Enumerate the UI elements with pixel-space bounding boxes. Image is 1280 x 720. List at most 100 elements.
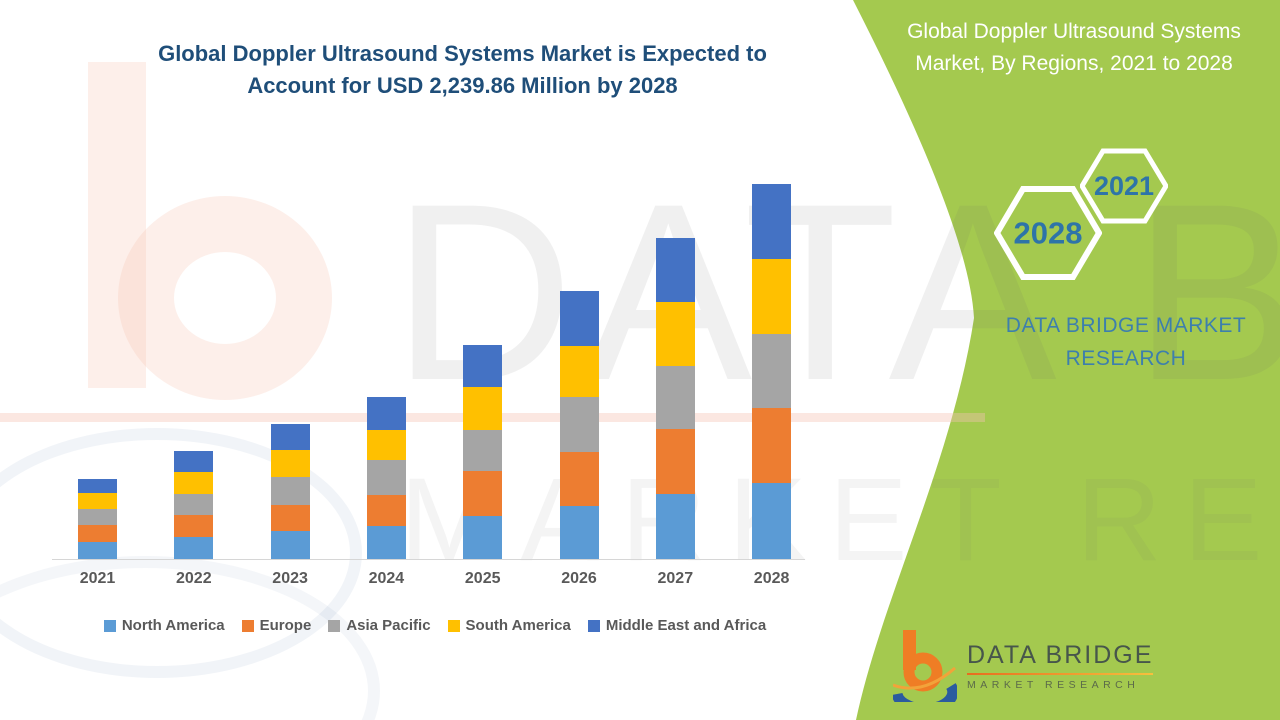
panel-title: Global Doppler Ultrasound Systems Market…	[878, 16, 1270, 79]
bar-2026	[559, 290, 599, 559]
x-axis-label-2021: 2021	[79, 570, 116, 587]
bar-2028-north-america	[752, 483, 792, 559]
plot-area	[52, 168, 805, 560]
brand-text-line1: DATA BRIDGE MARKET	[1005, 314, 1247, 337]
bar-2021-europe	[78, 524, 117, 543]
bar-2021	[78, 478, 117, 559]
bar-2024	[366, 396, 406, 559]
bar-2027	[655, 238, 695, 559]
logo-blue-d-swoosh	[893, 683, 957, 702]
logo-text-column: DATA BRIDGE MARKET RESEARCH	[967, 641, 1154, 691]
bar-2024-asia-pacific	[366, 460, 406, 495]
bar-2027-north-america	[655, 493, 695, 559]
legend-item-south-america: South America	[447, 617, 571, 634]
bar-2021-south-america	[78, 492, 117, 509]
bar-2021-middle-east-and-africa	[78, 478, 117, 493]
bar-2025-europe	[463, 471, 503, 517]
bar-2028-asia-pacific	[752, 333, 792, 408]
bar-2025-north-america	[463, 516, 503, 559]
x-axis-label-2023: 2023	[272, 570, 308, 587]
bar-2028	[752, 184, 792, 559]
bar-2026-south-america	[559, 345, 599, 398]
bar-2023	[270, 423, 310, 559]
chart-legend: North America Europe Asia Pacific South Ame…	[30, 617, 840, 634]
hexagon-2021-outline	[1080, 148, 1168, 224]
bar-2027-europe	[655, 429, 695, 494]
bar-2028-europe	[752, 407, 792, 484]
logo-orange-swoosh	[893, 666, 956, 690]
hexagon-2028-outline	[994, 186, 1102, 280]
bar-2024-middle-east-and-africa	[366, 396, 406, 430]
legend-swatch-europe	[241, 619, 254, 632]
bar-2022-south-america	[174, 471, 214, 495]
hexagon-2021-label: 2021	[1094, 171, 1154, 201]
x-axis-label-2027: 2027	[657, 570, 694, 587]
legend-swatch-middle-east-and-africa	[587, 619, 600, 632]
hexagon-2021: 2021	[1080, 148, 1168, 224]
bar-2023-asia-pacific	[270, 476, 310, 505]
legend-item-europe: Europe	[241, 617, 312, 634]
bar-2024-south-america	[366, 429, 406, 461]
green-panel-shape	[853, 0, 1280, 720]
bar-2025-south-america	[463, 387, 503, 431]
legend-label-europe: Europe	[259, 617, 312, 634]
bar-2026-north-america	[559, 505, 599, 559]
panel-title-line1: Global Doppler Ultrasound Systems	[907, 20, 1241, 43]
bar-2023-south-america	[270, 450, 310, 477]
legend-label-asia-pacific: Asia Pacific	[346, 617, 431, 634]
logo-subtitle: MARKET RESEARCH	[967, 679, 1140, 691]
hexagon-2028-label: 2028	[1014, 216, 1083, 251]
green-panel-background	[853, 0, 1280, 720]
panel-title-line2: Market, By Regions, 2021 to 2028	[915, 51, 1233, 75]
bar-2022-asia-pacific	[174, 494, 214, 515]
legend-label-middle-east-and-africa: Middle East and Africa	[605, 617, 767, 634]
databridge-logo: DATA BRIDGE MARKET RESEARCH	[893, 630, 1154, 702]
chart-title: Global Doppler Ultrasound Systems Market…	[85, 38, 840, 102]
brand-text: DATA BRIDGE MARKET RESEARCH	[940, 310, 1280, 375]
bar-2028-middle-east-and-africa	[752, 184, 792, 259]
x-axis-label-2024: 2024	[368, 570, 405, 587]
bar-2023-europe	[270, 505, 310, 531]
bar-2022-middle-east-and-africa	[174, 450, 214, 472]
bar-2024-north-america	[366, 525, 406, 559]
legend-item-middle-east-and-africa: Middle East and Africa	[587, 617, 767, 634]
bar-2027-south-america	[655, 301, 695, 366]
bar-2027-asia-pacific	[655, 365, 695, 430]
legend-item-asia-pacific: Asia Pacific	[328, 617, 431, 634]
hexagon-2028: 2028	[994, 186, 1102, 280]
legend-swatch-north-america	[103, 619, 116, 632]
brand-text-line2: RESEARCH	[1065, 346, 1187, 370]
bar-2026-europe	[559, 451, 599, 506]
bar-2025-middle-east-and-africa	[463, 345, 503, 388]
bar-2022-north-america	[174, 537, 214, 559]
chart-title-line1: Global Doppler Ultrasound Systems Market…	[158, 41, 767, 66]
x-axis-label-2026: 2026	[561, 570, 597, 587]
logo-underline	[967, 673, 1154, 675]
bar-2025-asia-pacific	[463, 430, 503, 472]
logo-name: DATA BRIDGE	[967, 641, 1154, 669]
bar-2021-asia-pacific	[78, 508, 117, 525]
bar-2023-middle-east-and-africa	[270, 423, 310, 451]
bar-2025	[463, 345, 503, 559]
chart-title-line2: Account for USD 2,239.86 Million by 2028	[247, 72, 678, 98]
bar-2026-asia-pacific	[559, 397, 599, 452]
x-axis-label-2025: 2025	[464, 570, 501, 587]
bar-2022-europe	[174, 514, 214, 538]
legend-swatch-asia-pacific	[328, 619, 341, 632]
bar-2024-europe	[366, 494, 406, 526]
legend-label-north-america: North America	[121, 617, 225, 634]
bar-2026-middle-east-and-africa	[559, 290, 599, 346]
bar-2021-north-america	[78, 542, 117, 559]
legend-label-south-america: South America	[465, 617, 571, 634]
bar-2022	[174, 450, 214, 559]
bar-2027-middle-east-and-africa	[655, 238, 695, 302]
x-axis-label-2022: 2022	[176, 570, 212, 587]
bar-2023-north-america	[270, 531, 310, 559]
legend-item-north-america: North America	[103, 617, 225, 634]
bar-2028-south-america	[752, 258, 792, 334]
legend-swatch-south-america	[447, 619, 460, 632]
databridge-logo-icon	[893, 630, 957, 702]
x-axis-labels: 2021 2022 2023 2024 2025 2026 2027 2028	[52, 570, 805, 594]
x-axis-label-2028: 2028	[753, 570, 790, 587]
